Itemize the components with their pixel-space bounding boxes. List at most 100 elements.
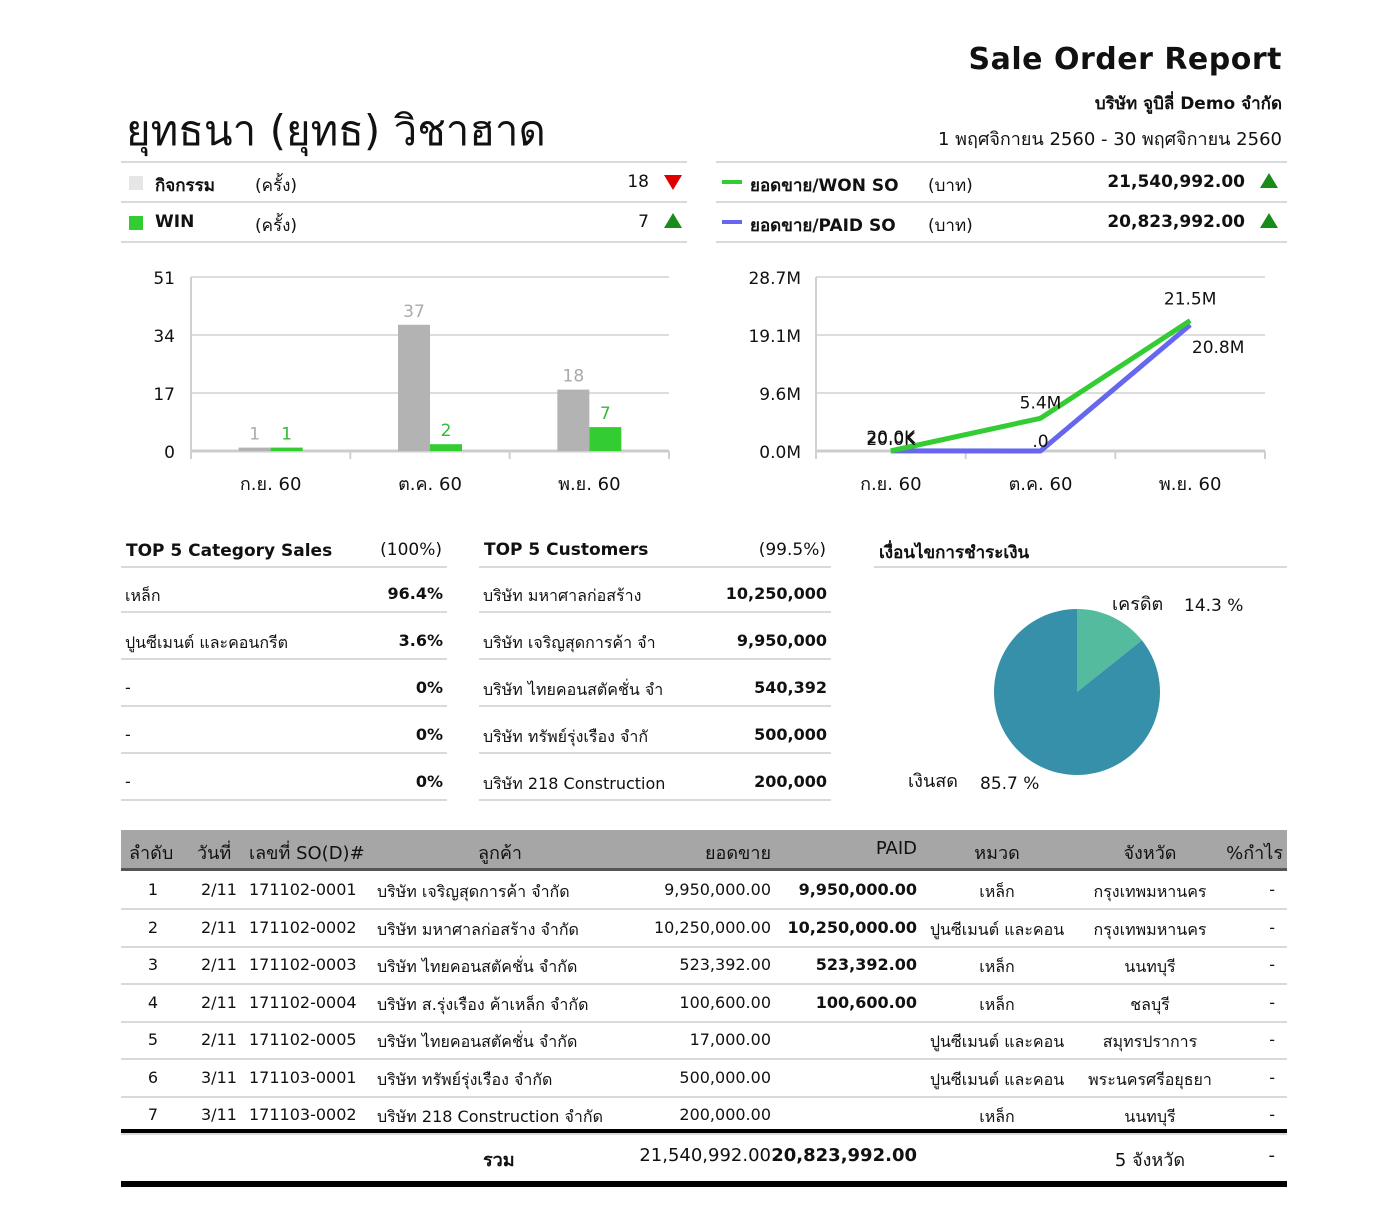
stat-win-row: WIN (ครั้ง) 7 xyxy=(121,203,687,243)
orders-table-total: รวม 21,540,992.00 20,823,992.00 5 จังหวั… xyxy=(121,1129,1287,1187)
col-header-date: วันที่ xyxy=(197,843,232,864)
category-row: - 0% xyxy=(121,754,447,801)
point-value-label: .0 xyxy=(1032,432,1048,452)
total-provinces: 5 จังหวัด xyxy=(1114,1150,1186,1171)
activity-legend-swatch xyxy=(129,176,143,190)
cell-province: นนทบุรี xyxy=(1124,957,1176,976)
cell-date: 2/11 xyxy=(201,880,237,899)
payment-terms-title: เงื่อนไขการชำระเงิน xyxy=(879,543,1030,563)
x-category-label: พ.ย. 60 xyxy=(558,474,620,495)
cell-profit: - xyxy=(1269,1067,1275,1087)
report-period: 1 พฤศจิกายน 2560 - 30 พฤศจิกายน 2560 xyxy=(938,129,1282,150)
category-percent: 0% xyxy=(415,678,443,697)
cell-so-number: 171102-0005 xyxy=(249,1030,357,1049)
cell-so-number: 171103-0002 xyxy=(249,1105,357,1124)
pie-slice-label: เครดิต xyxy=(1112,594,1163,615)
cell-index: 2 xyxy=(147,917,159,937)
customer-row: บริษัท ทรัพย์รุ่งเรือง จำกั 500,000 xyxy=(479,707,831,754)
won-so-value: 21,540,992.00 xyxy=(1107,172,1245,192)
cell-sales: 500,000.00 xyxy=(679,1067,771,1087)
category-name: เหล็ก xyxy=(125,586,161,605)
paid-so-unit: (บาท) xyxy=(928,216,973,236)
cell-category: เหล็ก xyxy=(979,1107,1015,1126)
y-tick-label: 9.6M xyxy=(759,385,801,405)
x-category-label: พ.ย. 60 xyxy=(1159,474,1221,495)
cell-profit: - xyxy=(1269,992,1275,1012)
trend-up-icon xyxy=(664,213,682,228)
cell-sales: 9,950,000.00 xyxy=(664,880,771,899)
paid-so-label: ยอดขาย/PAID SO xyxy=(750,216,896,236)
category-sales-title: TOP 5 Category Sales xyxy=(126,541,333,561)
point-value-label: 20.0K xyxy=(866,428,916,448)
col-header-profit: %กำไร xyxy=(1226,843,1283,864)
cell-profit: - xyxy=(1269,1105,1275,1124)
table-row: 4 2/11 171102-0004 บริษัท ส.รุ่งเรือง ค้าเห… xyxy=(121,984,1287,1023)
table-row: 7 3/11 171103-0002 บริษัท 218 Construction … xyxy=(121,1096,1287,1135)
category-sales-total: (100%) xyxy=(380,540,442,560)
cell-date: 3/11 xyxy=(201,1067,237,1087)
x-category-label: ก.ย. 60 xyxy=(860,474,922,495)
stat-won-so-row: ยอดขาย/WON SO (บาท) 21,540,992.00 xyxy=(716,163,1287,203)
bar xyxy=(557,389,590,451)
cell-customer: บริษัท ไทยคอนสตัคชั่น จำกัด xyxy=(377,1032,578,1051)
cell-index: 3 xyxy=(147,955,159,974)
cell-so-number: 171102-0002 xyxy=(249,917,357,937)
company-name: บริษัท จูบิลี่ Demo จำกัด xyxy=(1094,94,1282,114)
stats-top-divider xyxy=(716,161,1287,163)
win-value: 7 xyxy=(638,212,649,232)
y-tick-label: 0.0M xyxy=(759,443,801,463)
customer-name: บริษัท เจริญสุดการค้า จำ xyxy=(483,633,656,652)
paid-so-line xyxy=(890,322,1192,454)
category-row: ปูนซีเมนต์ และคอนกรีต 3.6% xyxy=(121,613,447,660)
top-customers-title: TOP 5 Customers xyxy=(484,540,649,560)
cell-province: กรุงเทพมหานคร xyxy=(1093,882,1207,901)
cell-profit: - xyxy=(1269,1030,1275,1049)
cell-paid: 523,392.00 xyxy=(815,955,917,974)
activity-label: กิจกรรม xyxy=(155,176,216,196)
customer-name: บริษัท ไทยคอนสตัคชั่น จำ xyxy=(483,680,664,699)
x-category-label: ต.ค. 60 xyxy=(1009,474,1073,495)
total-label: รวม xyxy=(483,1150,515,1171)
win-label: WIN xyxy=(155,212,195,232)
col-header-paid: PAID xyxy=(875,838,917,859)
customer-row: บริษัท เจริญสุดการค้า จำ 9,950,000 xyxy=(479,613,831,660)
cell-customer: บริษัท มหาศาลก่อสร้าง จำกัด xyxy=(377,919,579,939)
cell-date: 2/11 xyxy=(201,992,237,1012)
cell-sales: 200,000.00 xyxy=(679,1105,771,1124)
category-row: เหล็ก 96.4% xyxy=(121,566,447,613)
customer-sales-value: 200,000 xyxy=(754,772,827,791)
cell-customer: บริษัท เจริญสุดการค้า จำกัด xyxy=(377,882,570,901)
cell-category: เหล็ก xyxy=(979,882,1015,901)
pie-slice xyxy=(994,609,1160,775)
cell-customer: บริษัท ทรัพย์รุ่งเรือง จำกัด xyxy=(377,1069,553,1089)
report-title: Sale Order Report xyxy=(968,42,1282,77)
point-value-label: 5.4M xyxy=(1020,393,1062,413)
cell-paid: 9,950,000.00 xyxy=(798,880,917,899)
cell-province: กรุงเทพมหานคร xyxy=(1093,919,1207,939)
cell-category: เหล็ก xyxy=(979,957,1015,976)
point-value-label: 20.8M xyxy=(1192,338,1245,358)
won-so-unit: (บาท) xyxy=(928,176,973,196)
cell-so-number: 171102-0003 xyxy=(249,955,357,974)
cell-paid: 10,250,000.00 xyxy=(787,917,917,937)
customer-name: บริษัท 218 Construction xyxy=(483,774,666,793)
col-header-customer: ลูกค้า xyxy=(477,843,523,864)
won-so-line xyxy=(890,318,1192,454)
cell-province: นนทบุรี xyxy=(1124,1107,1176,1126)
stat-activity-row: กิจกรรม (ครั้ง) 18 xyxy=(121,163,687,203)
total-paid: 20,823,992.00 xyxy=(771,1145,917,1166)
activity-value: 18 xyxy=(627,172,649,192)
category-percent: 3.6% xyxy=(398,631,443,650)
stats-top-divider xyxy=(121,161,687,163)
win-legend-swatch xyxy=(129,216,143,230)
y-tick-label: 28.7M xyxy=(748,269,801,289)
cell-paid: 100,600.00 xyxy=(815,992,917,1012)
cell-profit: - xyxy=(1269,955,1275,974)
table-row: 5 2/11 171102-0005 บริษัท ไทยคอนสตัคชั่น จำ… xyxy=(121,1021,1287,1060)
col-header-province: จังหวัด xyxy=(1123,843,1177,864)
win-unit: (ครั้ง) xyxy=(255,216,298,236)
customer-name: บริษัท มหาศาลก่อสร้าง xyxy=(483,586,642,605)
cell-index: 5 xyxy=(147,1030,159,1049)
cell-profit: - xyxy=(1269,880,1275,899)
pie-slice-percent: 85.7 % xyxy=(980,774,1039,794)
